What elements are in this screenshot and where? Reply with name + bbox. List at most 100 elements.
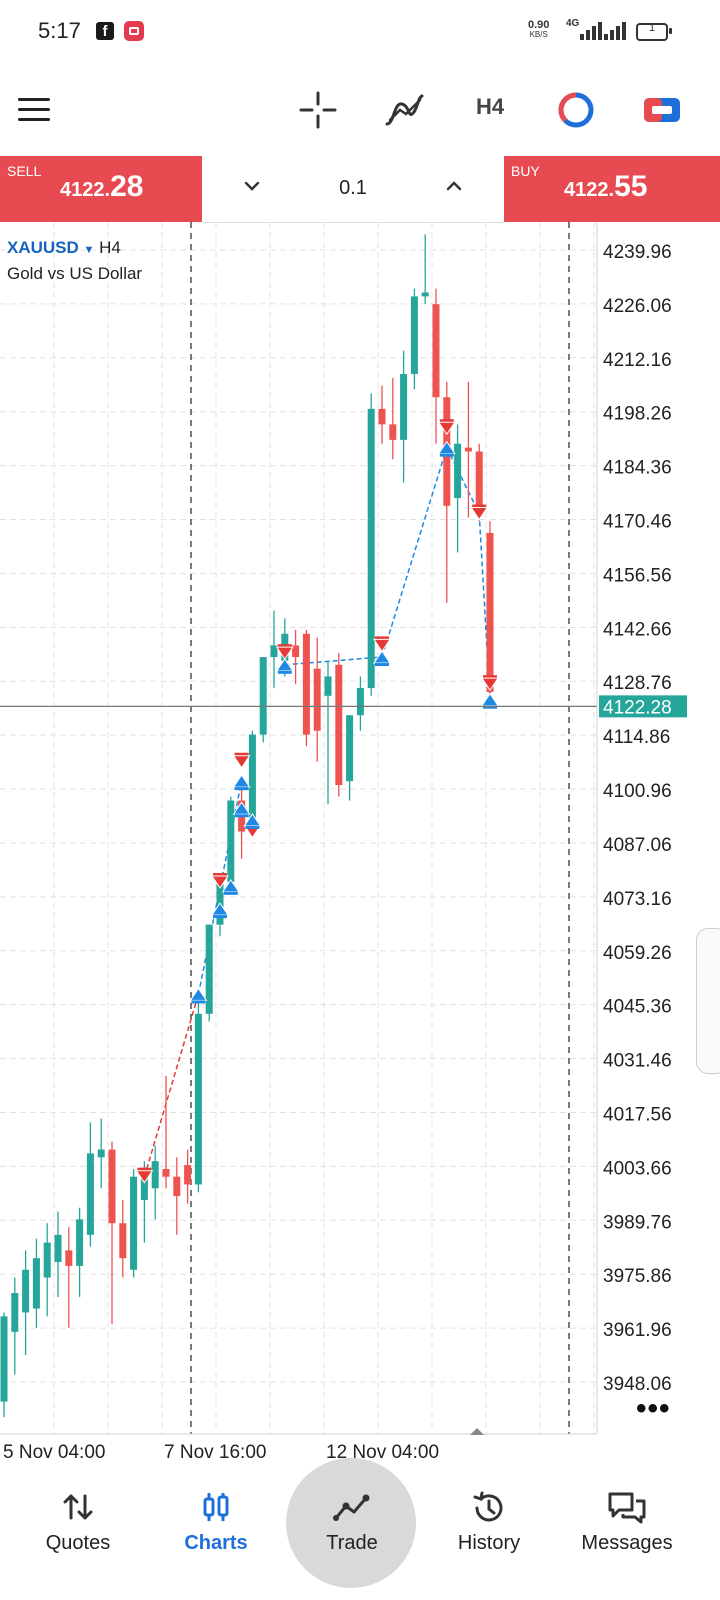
timeframe-button[interactable]: H4: [475, 94, 505, 119]
nav-history[interactable]: History: [417, 1472, 561, 1600]
candle-bearish: [432, 304, 440, 398]
buy-marker-bar: [213, 915, 227, 919]
buy-marker-bar: [234, 814, 249, 818]
sell-marker-bar: [137, 1167, 152, 1171]
charts-icon: [203, 1493, 229, 1521]
candle-bullish: [0, 1316, 8, 1402]
buy-label: BUY: [511, 163, 540, 179]
nav-trade-label: Trade: [326, 1532, 378, 1554]
nav-charts[interactable]: Charts: [144, 1472, 288, 1600]
price-tick-label: 4184.36: [603, 458, 672, 479]
buy-price: 4122.55: [564, 170, 647, 204]
quotes-icon: [63, 1494, 93, 1520]
buy-arrow-marker: [211, 902, 229, 916]
price-chart[interactable]: 4122.28 4239.96 4226.06 4212.16 4198.26 4184…: [0, 222, 720, 1472]
one-click-trade-panel: SELL 4122.28 0.1 BUY 4122.55: [0, 156, 720, 223]
candle-bullish: [130, 1176, 138, 1270]
nav-history-label: History: [457, 1532, 521, 1554]
current-price-badge: [599, 695, 687, 718]
price-tick-label: 4128.76: [603, 673, 672, 694]
candle-bearish: [486, 532, 494, 692]
symbol-timeframe: H4: [99, 238, 121, 257]
more-options-icon[interactable]: •••: [636, 1392, 671, 1425]
candle-bullish: [400, 373, 408, 440]
nav-messages-label: Messages: [581, 1532, 673, 1554]
objects-icon[interactable]: [556, 90, 596, 130]
sell-marker-bar: [375, 636, 389, 640]
network-speed-value: 0.90: [528, 19, 550, 31]
candle-bullish: [11, 1293, 19, 1332]
chevron-down-icon[interactable]: [244, 178, 260, 194]
candle-bullish: [367, 408, 375, 689]
trade-history-line: [284, 656, 383, 666]
lot-size-control: 0.1: [202, 156, 504, 223]
price-tick-label: 4198.26: [603, 404, 672, 425]
nav-quotes[interactable]: Quotes: [6, 1472, 150, 1600]
candle-bullish: [421, 292, 429, 297]
price-tick-label: 4142.66: [603, 619, 672, 640]
candle-bullish: [356, 688, 364, 716]
candle-bullish: [205, 924, 213, 1014]
sell-marker-bar: [439, 419, 454, 423]
lot-size-value[interactable]: 0.1: [339, 177, 367, 199]
one-click-trading-icon[interactable]: [642, 90, 682, 130]
buy-marker-bar: [375, 663, 389, 667]
sell-marker-bar: [213, 872, 227, 876]
trade-nav-highlight: [286, 1458, 416, 1588]
candle-bullish: [151, 1161, 159, 1189]
buy-arrow-marker: [373, 650, 391, 664]
price-tick-label: 3989.76: [603, 1212, 672, 1233]
buy-arrow-marker: [481, 692, 499, 707]
screen-record-icon: [124, 21, 144, 41]
buy-marker-bar: [483, 705, 497, 709]
candle-bearish: [464, 447, 472, 452]
candle-bearish: [162, 1168, 170, 1177]
trade-history-line: [143, 994, 200, 1177]
symbol-dropdown-icon: ▼: [83, 244, 95, 256]
buy-arrow-marker: [232, 801, 251, 815]
buy-button[interactable]: BUY 4122.55: [504, 156, 720, 222]
sell-button[interactable]: SELL 4122.28: [0, 156, 202, 222]
nav-trade[interactable]: Trade: [280, 1472, 424, 1600]
sell-marker-bar: [472, 504, 487, 508]
battery-level: 1: [648, 22, 656, 34]
candle-bullish: [324, 676, 332, 696]
indicators-icon[interactable]: [384, 90, 424, 130]
trade-markers: [135, 419, 499, 1184]
candle-bearish: [475, 451, 483, 510]
price-tick-label: 4073.16: [603, 889, 672, 910]
buy-marker-bar: [277, 670, 292, 674]
price-tick-label: 3961.96: [603, 1320, 672, 1341]
candle-bullish: [410, 296, 418, 374]
price-line: 4122.28: [0, 695, 687, 718]
crosshair-icon[interactable]: [298, 90, 338, 130]
symbol-selector[interactable]: XAUUSD ▼ H4: [7, 238, 121, 258]
nav-messages[interactable]: Messages: [555, 1472, 699, 1600]
buy-marker-bar: [191, 1000, 206, 1004]
candle-bullish: [32, 1258, 40, 1309]
price-tick-label: 4239.96: [603, 242, 672, 263]
chevron-up-icon[interactable]: [446, 178, 462, 194]
price-tick-label: 4212.16: [603, 350, 672, 371]
nav-charts-label: Charts: [184, 1532, 248, 1554]
candle-bullish: [97, 1149, 105, 1158]
price-tick-label: 4003.66: [603, 1158, 672, 1179]
candle-bearish: [65, 1250, 73, 1266]
price-tick-label: 4170.46: [603, 512, 672, 533]
candle-bearish: [119, 1223, 127, 1259]
candle-bullish: [54, 1234, 62, 1263]
candle-bearish: [108, 1149, 116, 1224]
buy-marker-bar: [439, 453, 454, 457]
candle-bullish: [346, 715, 354, 782]
side-panel-handle[interactable]: [696, 928, 720, 1074]
time-tick-label: 5 Nov 04:00: [3, 1442, 105, 1463]
sell-arrow-marker: [481, 677, 499, 692]
buy-price-big: 55: [614, 170, 648, 203]
hamburger-menu-icon[interactable]: [18, 98, 50, 122]
candle-bullish: [22, 1269, 30, 1313]
messages-icon: [608, 1492, 646, 1524]
bottom-navigation: Quotes Charts Trade History: [0, 1472, 720, 1600]
buy-arrow-marker: [189, 987, 208, 1001]
candle-bearish: [302, 633, 310, 735]
sell-arrow-marker: [470, 507, 489, 521]
